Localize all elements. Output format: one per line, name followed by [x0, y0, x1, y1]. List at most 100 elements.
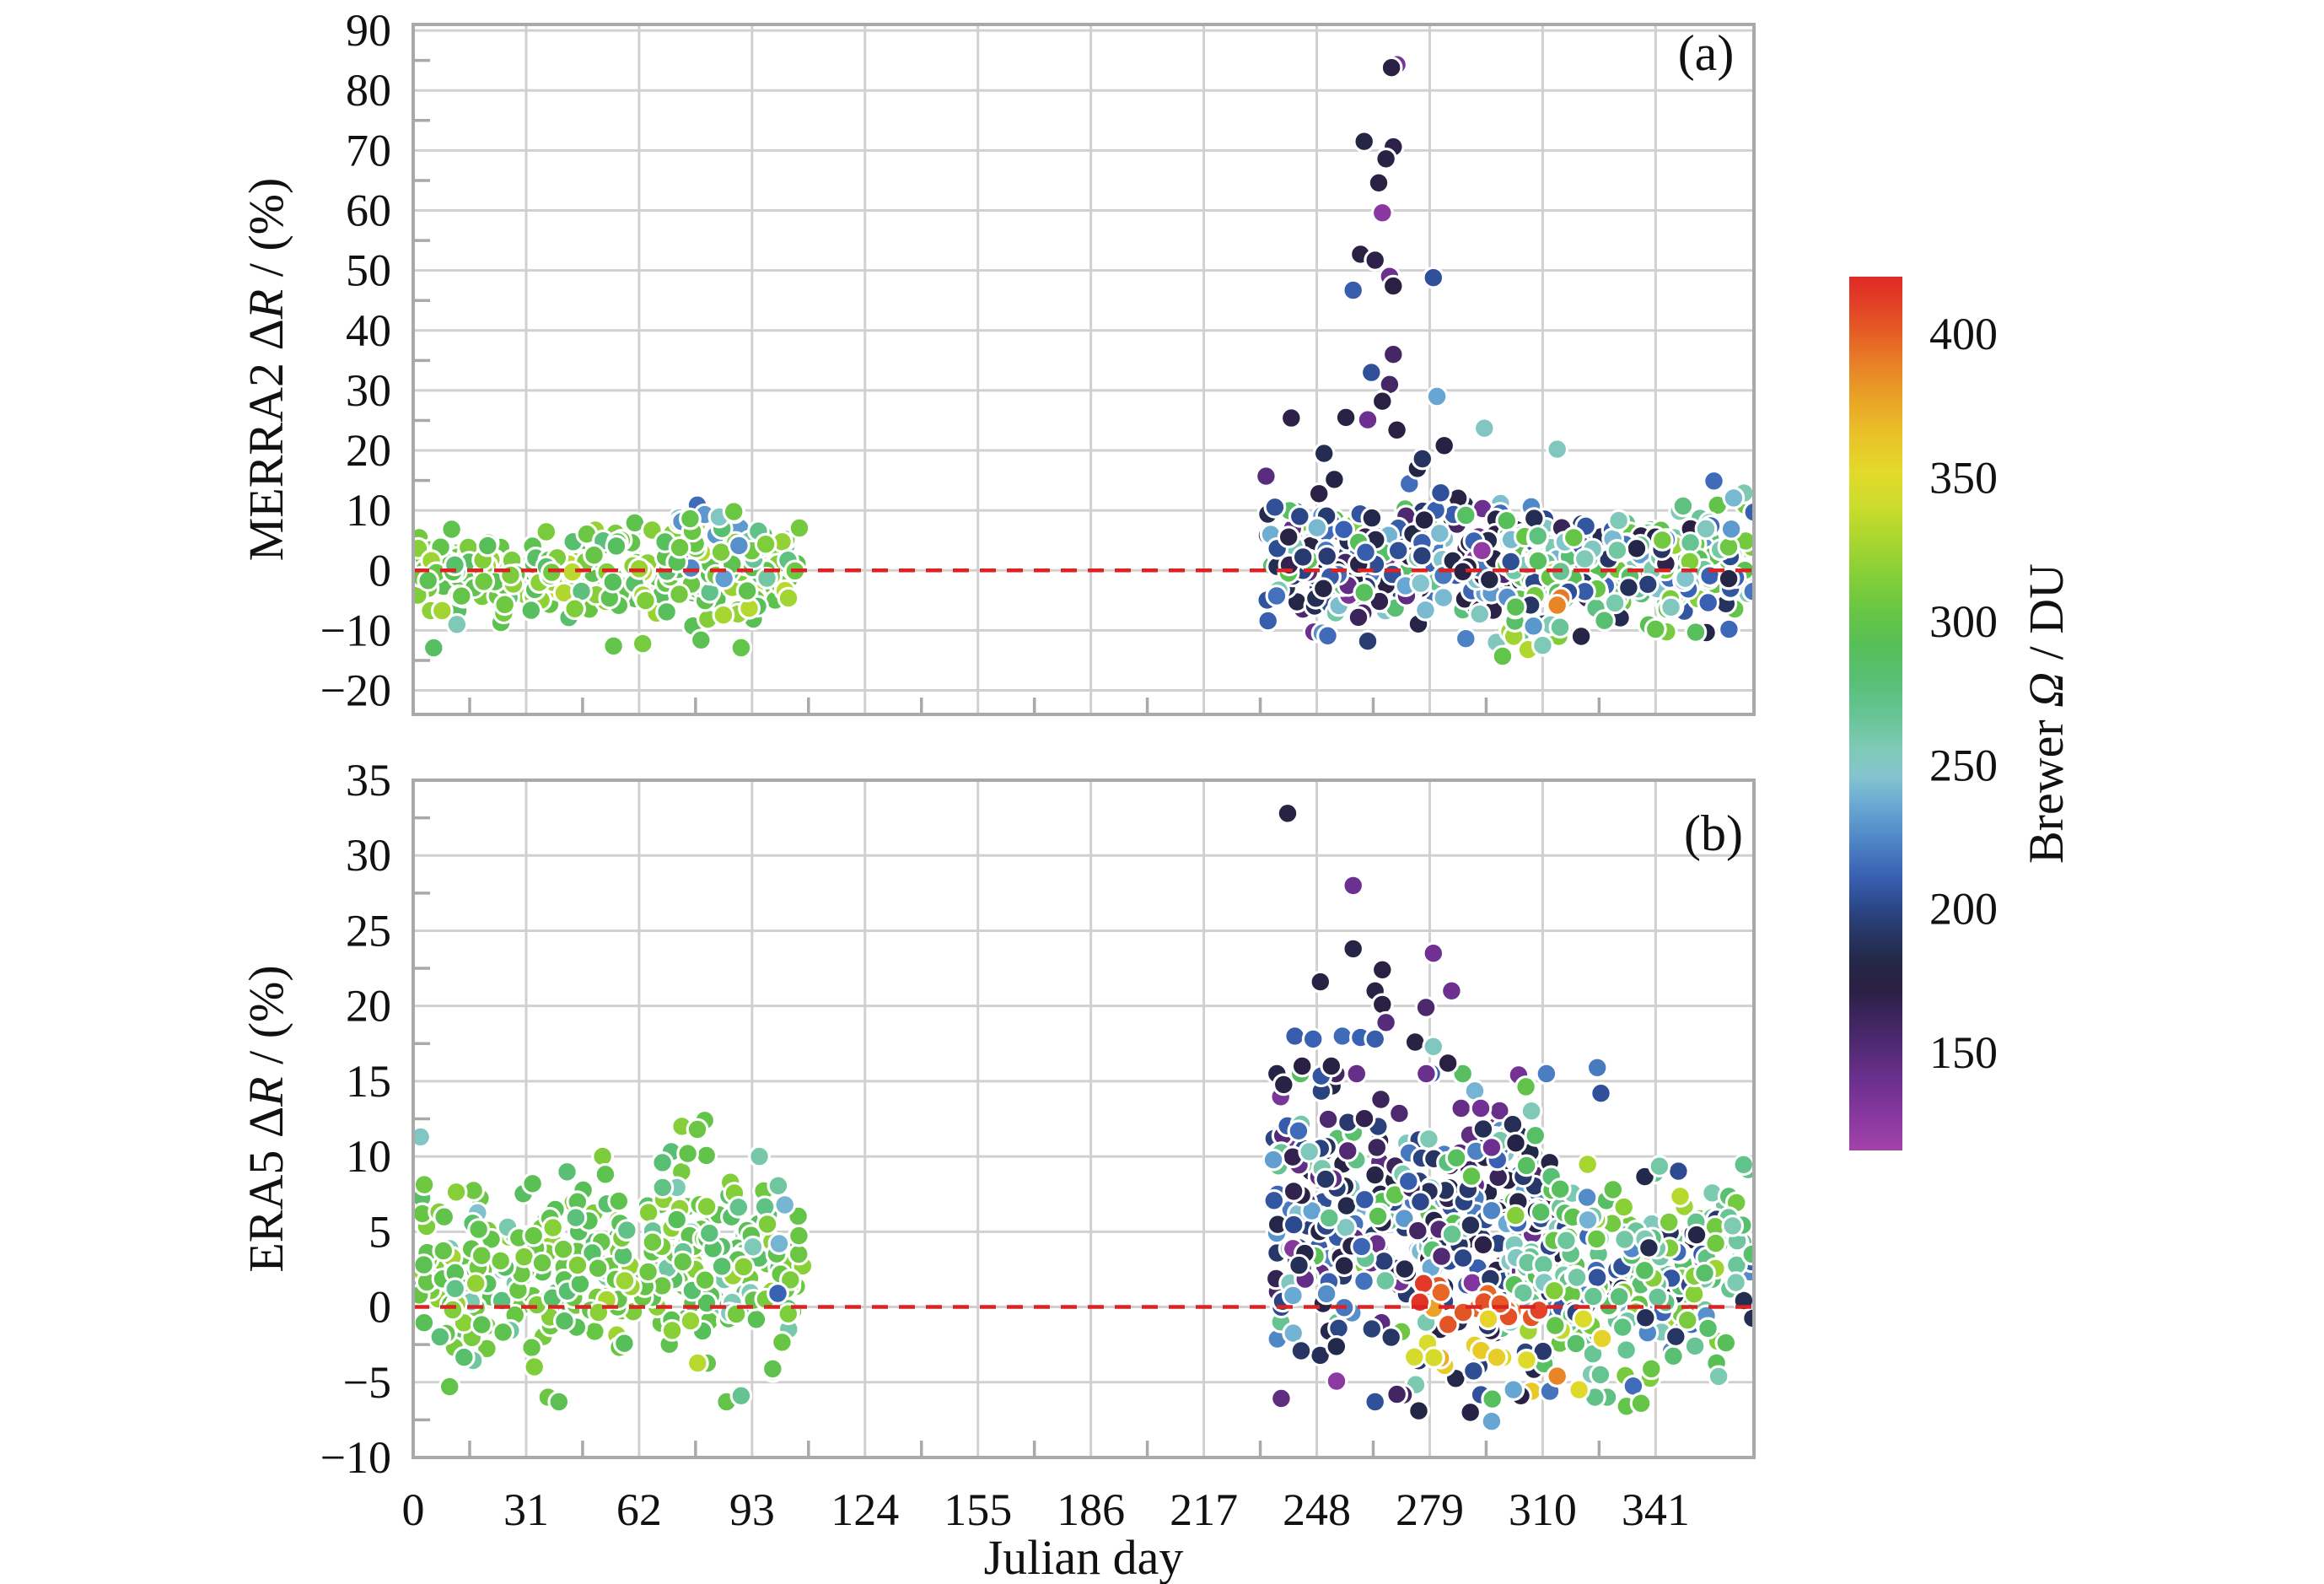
- scatter-point: [676, 1142, 699, 1166]
- x-tick-label: 31: [503, 1484, 549, 1535]
- scatter-point: [472, 570, 496, 593]
- scatter-point: [1311, 577, 1335, 601]
- y-tick-label: 50: [346, 245, 391, 296]
- scatter-point: [1372, 1249, 1396, 1273]
- scatter-point: [686, 1118, 709, 1141]
- scatter-point: [1459, 1214, 1482, 1236]
- scatter-point: [566, 1253, 589, 1277]
- scatter-point: [1607, 509, 1630, 532]
- y-axis-label-merra2: MERRA2 ΔR / (%): [239, 178, 293, 562]
- scatter-point: [438, 1375, 461, 1398]
- scatter-point: [1548, 1177, 1572, 1201]
- scatter-point: [444, 1277, 467, 1301]
- colorbar-tick-label: 350: [1929, 453, 1998, 504]
- scatter-point: [522, 1224, 546, 1247]
- scatter-point: [1581, 1285, 1605, 1308]
- scatter-point: [1364, 249, 1387, 272]
- scatter-point: [1370, 958, 1394, 982]
- scatter-point: [1406, 1219, 1429, 1242]
- scatter-point: [1674, 567, 1697, 590]
- scatter-point: [1276, 801, 1299, 825]
- scatter-point: [1332, 518, 1355, 541]
- scatter-point: [1707, 1365, 1730, 1388]
- scatter-point: [583, 543, 605, 567]
- scatter-point: [1317, 1206, 1341, 1230]
- scatter-point: [1291, 546, 1315, 568]
- scatter-point: [520, 1336, 543, 1360]
- scatter-point: [761, 1357, 784, 1381]
- scatter-point: [476, 534, 499, 558]
- y-tick-label: −20: [320, 665, 391, 716]
- scatter-point: [1414, 996, 1438, 1019]
- scatter-point: [1650, 529, 1674, 552]
- scatter-point: [583, 1320, 606, 1343]
- scatter-point: [1307, 482, 1331, 505]
- scatter-point: [1430, 1245, 1453, 1268]
- scatter-point: [1724, 1271, 1748, 1294]
- scatter-point: [1601, 1178, 1625, 1201]
- scatter-point: [613, 1332, 636, 1355]
- scatter-point: [1332, 1254, 1356, 1278]
- scatter-point: [1436, 1312, 1460, 1336]
- y-tick-label: −10: [320, 1432, 391, 1483]
- scatter-point: [1607, 1285, 1631, 1308]
- scatter-point: [540, 561, 563, 584]
- scatter-point: [1439, 979, 1463, 1003]
- scatter-point: [1386, 539, 1410, 563]
- scatter-point: [1433, 434, 1456, 457]
- scatter-point: [1535, 1062, 1558, 1086]
- scatter-point: [1648, 1155, 1671, 1178]
- scatter-point: [1265, 585, 1288, 607]
- scatter-point: [1639, 1357, 1663, 1381]
- scatter-point: [1646, 1285, 1670, 1309]
- scatter-point: [1617, 576, 1640, 599]
- scatter-point: [1526, 549, 1550, 573]
- scatter-point: [1703, 469, 1725, 493]
- scatter-point: [602, 634, 625, 658]
- scatter-point: [1336, 1140, 1359, 1162]
- x-tick-label: 0: [402, 1484, 425, 1535]
- scatter-point: [1422, 941, 1445, 965]
- scatter-point: [727, 534, 750, 558]
- scatter-point: [1554, 1229, 1578, 1253]
- scatter-point: [1402, 1345, 1426, 1369]
- scatter-point: [1301, 1027, 1325, 1051]
- scatter-point: [1422, 1035, 1445, 1059]
- scatter-point: [1414, 1062, 1438, 1086]
- scatter-point: [521, 1172, 544, 1195]
- y-tick-label: −5: [343, 1357, 391, 1408]
- scatter-point: [1531, 633, 1554, 657]
- scatter-point: [1322, 468, 1346, 491]
- scatter-point: [613, 1269, 637, 1292]
- scatter-point: [1374, 147, 1397, 170]
- scatter-point: [1524, 1123, 1547, 1147]
- scatter-point: [607, 1189, 631, 1213]
- scatter-point: [1495, 509, 1519, 532]
- colorbar-tick-label: 150: [1929, 1027, 1998, 1078]
- scatter-point: [535, 520, 558, 543]
- scatter-point: [1717, 617, 1740, 641]
- scatter-point: [1522, 614, 1545, 638]
- scatter-point: [1575, 1186, 1599, 1209]
- scatter-point: [1287, 1119, 1310, 1143]
- scatter-point: [1409, 572, 1433, 595]
- scatter-point: [519, 599, 543, 622]
- scatter-point: [1480, 1135, 1504, 1159]
- colorbar-tick-label: 250: [1929, 740, 1998, 790]
- scatter-point: [1590, 1081, 1612, 1105]
- scatter-point: [1282, 1179, 1305, 1203]
- scatter-point: [1387, 1102, 1411, 1125]
- scatter-point: [1625, 536, 1649, 560]
- x-tick-label: 186: [1057, 1484, 1125, 1535]
- scatter-point: [1315, 1282, 1338, 1306]
- scatter-point: [1254, 465, 1278, 488]
- scatter-point: [1262, 1148, 1285, 1172]
- y-tick-label: 30: [346, 830, 391, 881]
- scatter-point: [767, 1174, 790, 1198]
- x-tick-label: 248: [1283, 1484, 1351, 1535]
- scatter-point: [732, 1255, 756, 1279]
- scatter-point: [568, 1272, 592, 1296]
- scatter-point: [660, 1318, 684, 1342]
- scatter-point: [523, 1355, 546, 1378]
